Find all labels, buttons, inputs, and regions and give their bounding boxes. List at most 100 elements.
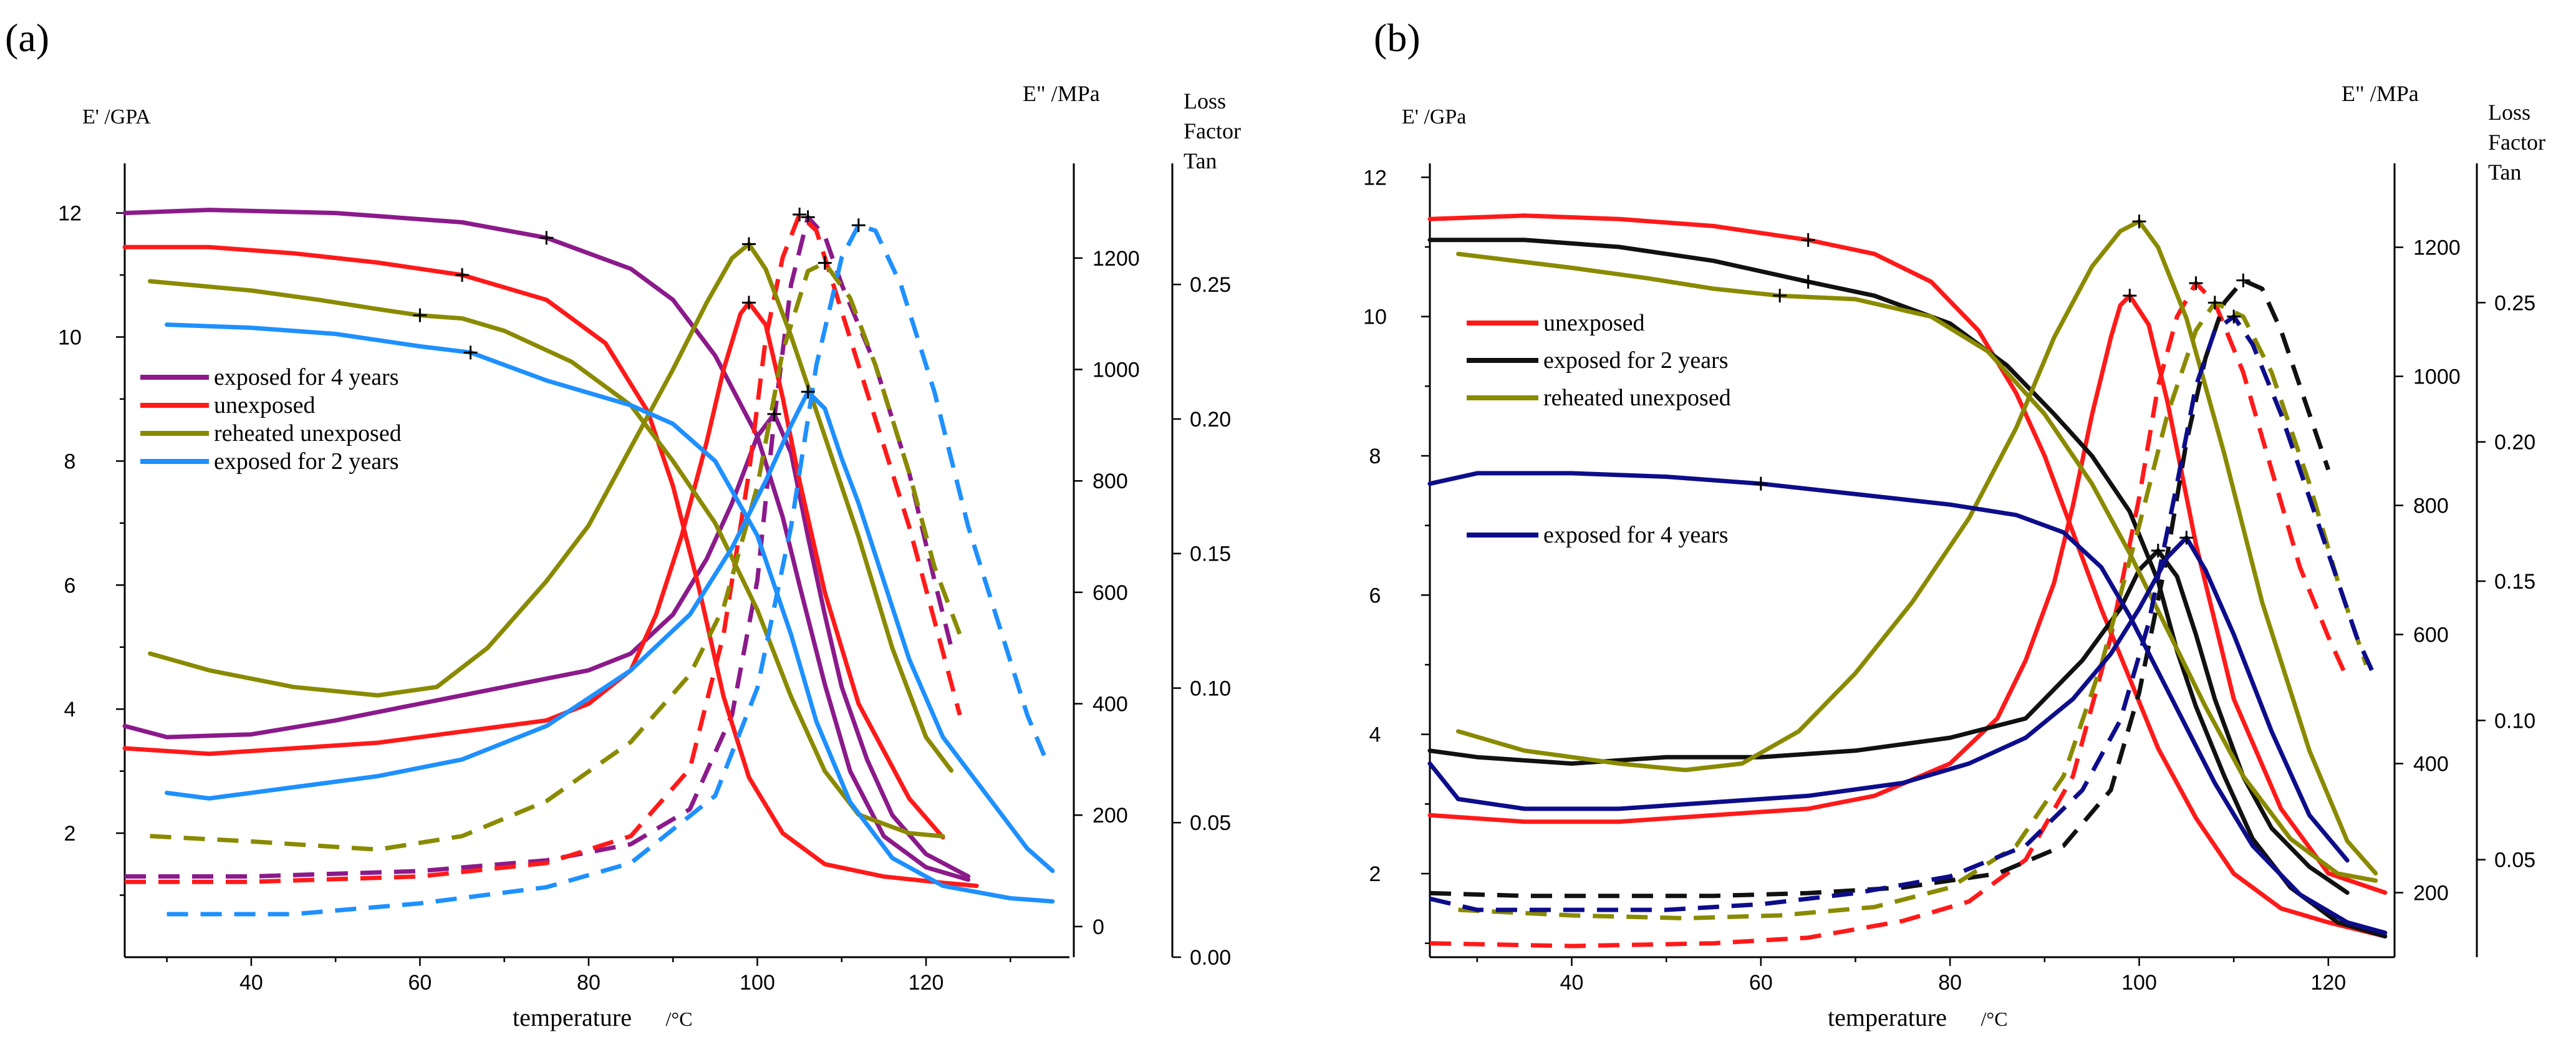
legend-label: unexposed <box>214 392 316 418</box>
panel-b: (b) 40 60 80 100 120 temperature /°C 2 4 6 8 10 12 E' … <box>1363 16 2545 1031</box>
mid-y-axis-title: E" /MPa <box>1023 81 1100 106</box>
tan-delta-curve <box>125 212 962 884</box>
x-tick-label: 40 <box>239 971 263 995</box>
left-y-tick-label: 12 <box>58 202 82 226</box>
tan-delta-curve <box>150 261 962 852</box>
mid-y-tick-label: 400 <box>1093 693 1128 716</box>
left-y-tick-label: 10 <box>58 326 82 349</box>
mid-y-tick-label: 600 <box>1093 581 1128 605</box>
marker-plus <box>413 308 427 322</box>
marker-plus <box>1754 476 1768 491</box>
mid-y-tick-label: 800 <box>1093 470 1128 493</box>
marker-plus <box>2132 215 2146 229</box>
left-y-tick-label: 2 <box>1369 862 1381 886</box>
left-y-tick-label: 12 <box>1363 166 1387 190</box>
mid-y-tick-label: 1200 <box>2413 236 2461 260</box>
left-y-axis-title: E' /GPa <box>1402 105 1466 128</box>
mid-y-tick-label: 800 <box>2413 494 2449 518</box>
mid-y-tick-label: 600 <box>2413 624 2449 647</box>
marker-plus <box>2227 309 2241 324</box>
mid-y-tick-label: 0 <box>1093 915 1104 939</box>
marker-plus <box>455 268 470 282</box>
tan-delta-curve <box>1429 278 2331 899</box>
legend-label: exposed for 2 years <box>214 448 399 475</box>
right-y-tick-label: 0.20 <box>1190 408 1231 432</box>
left-y-tick-label: 6 <box>64 574 76 597</box>
marker-plus <box>2236 273 2250 287</box>
marker-plus <box>1801 274 1815 289</box>
storage-modulus-curve <box>165 322 1055 904</box>
marker-plus <box>2189 276 2203 291</box>
left-y-tick-label: 8 <box>64 450 76 473</box>
panel-label: (b) <box>1374 16 1421 60</box>
legend-label: unexposed <box>1543 310 1645 336</box>
right-y-tick-label: 0.20 <box>2494 431 2535 455</box>
right-y-axis-title: Loss <box>2488 100 2530 125</box>
mid-y-tick-label: 1200 <box>1093 247 1140 271</box>
x-tick-label: 80 <box>577 971 601 995</box>
storage-modulus-curve <box>122 244 979 889</box>
mid-y-axis-title: E" /MPa <box>2342 81 2419 106</box>
marker-plus <box>741 237 756 251</box>
left-y-tick-label: 2 <box>64 822 76 846</box>
right-y-axis-title: Tan <box>2488 160 2521 185</box>
legend-label: exposed for 2 years <box>1543 347 1729 374</box>
right-y-axis-title: Factor <box>1184 118 1241 143</box>
x-tick-label: 120 <box>909 971 944 995</box>
loss-modulus-curve <box>1456 219 2378 875</box>
x-tick-label: 40 <box>1560 971 1584 995</box>
marker-plus <box>463 345 478 360</box>
x-axis-unit: /°C <box>666 1008 693 1030</box>
legend-label: reheated unexposed <box>1543 385 1731 411</box>
x-tick-label: 100 <box>740 971 775 995</box>
mid-y-tick-label: 200 <box>1093 804 1128 827</box>
right-y-tick-label: 0.00 <box>1190 946 1231 970</box>
storage-modulus-curve <box>1456 251 2378 883</box>
x-tick-label: 120 <box>2310 971 2346 995</box>
x-tick-label: 80 <box>1938 971 1962 995</box>
x-tick-label: 100 <box>2121 971 2157 995</box>
loss-modulus-curve <box>122 300 945 840</box>
tan-delta-curve <box>166 223 1046 917</box>
marker-plus <box>801 210 815 224</box>
loss-modulus-curve <box>165 389 1055 873</box>
marker-plus <box>793 207 807 221</box>
right-y-tick-label: 0.15 <box>2494 570 2535 594</box>
loss-modulus-curve <box>122 412 971 879</box>
panel-label: (a) <box>5 16 49 60</box>
right-y-tick-label: 0.10 <box>2494 709 2535 733</box>
right-y-tick-label: 0.10 <box>1190 677 1231 700</box>
tan-delta-curve <box>1429 281 2350 948</box>
mid-y-tick-label: 1000 <box>1093 359 1140 382</box>
marker-plus <box>2151 543 2165 557</box>
marker-plus <box>1773 289 1787 303</box>
tan-delta-curve <box>1429 314 2378 912</box>
loss-modulus-curve <box>148 242 954 773</box>
x-tick-label: 60 <box>408 971 432 995</box>
right-y-tick-label: 0.25 <box>2494 291 2535 315</box>
mid-y-tick-label: 200 <box>2413 882 2449 905</box>
marker-plus <box>2123 289 2137 303</box>
mid-y-tick-label: 400 <box>2413 753 2449 776</box>
tan-delta-curve <box>1458 300 2368 920</box>
panel-a: (a) 40 60 80 100 120 temperature /°C 2 4 6 8 10 12 E' … <box>5 16 1241 1031</box>
marker-plus <box>851 218 866 233</box>
left-y-axis-title: E' /GPA <box>82 105 151 128</box>
x-axis-title: temperature <box>513 1003 632 1031</box>
legend-label: exposed for 4 years <box>1543 522 1729 548</box>
x-tick-label: 60 <box>1749 971 1773 995</box>
right-y-axis-title: Factor <box>2488 130 2545 155</box>
marker-plus <box>2207 296 2222 310</box>
marker-plus <box>818 256 832 270</box>
marker-plus <box>767 407 781 421</box>
left-y-tick-label: 4 <box>64 698 76 721</box>
marker-plus <box>2179 531 2194 545</box>
storage-modulus-curve <box>1427 213 2388 938</box>
left-y-tick-label: 8 <box>1369 445 1381 468</box>
x-axis-unit: /°C <box>1981 1008 2008 1030</box>
mid-y-tick-label: 1000 <box>2413 365 2461 389</box>
right-y-axis-title: Tan <box>1184 148 1217 173</box>
legend-label: reheated unexposed <box>214 420 402 446</box>
x-axis-title: temperature <box>1828 1003 1947 1031</box>
